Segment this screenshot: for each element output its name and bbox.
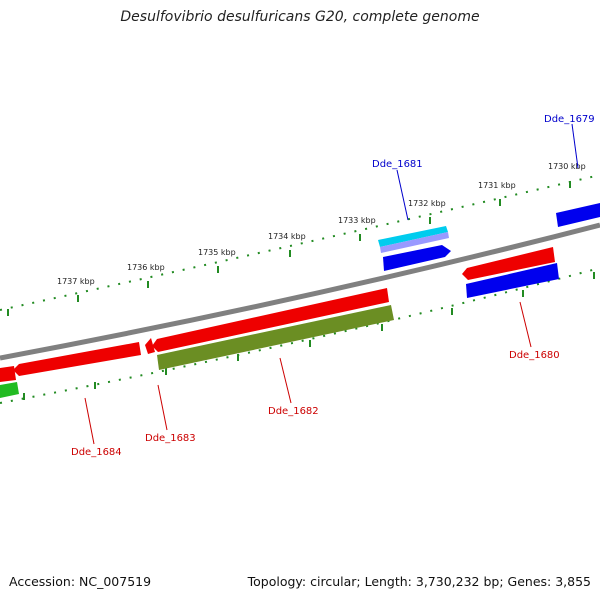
gene-feature-dde-1684[interactable]: [13, 342, 141, 376]
outer-scale-major-ticks: [7, 181, 571, 316]
gene-feature-dde-1682[interactable]: [157, 305, 394, 370]
scale-label-1733: 1733 kbp: [338, 216, 376, 225]
gene-label-dde-1684: Dde_1684: [71, 447, 122, 458]
gene-label-dde-1680: Dde_1680: [509, 350, 560, 361]
rna-feature-dde-1681[interactable]: [378, 226, 448, 247]
scale-label-1732: 1732 kbp: [408, 199, 446, 208]
label-leaders: [84, 123, 579, 445]
scale-labels: 1737 kbp 1736 kbp 1735 kbp 1734 kbp 1733…: [57, 162, 586, 286]
gene-label-dde-1681: Dde_1681: [372, 159, 423, 170]
scale-label-1735: 1735 kbp: [198, 248, 236, 257]
map-title: Desulfovibrio desulfuricans G20, complet…: [120, 9, 480, 25]
gene-feature-dde-1681-forward[interactable]: [383, 245, 451, 271]
gene-label-dde-1679: Dde_1679: [544, 114, 595, 125]
gene-label-dde-1682: Dde_1682: [268, 406, 319, 417]
gene-feature-dde-1679[interactable]: [556, 203, 600, 227]
gene-feature-dde-1680[interactable]: [466, 263, 559, 298]
scale-label-1737: 1737 kbp: [57, 277, 95, 286]
accession-text: Accession: NC_007519: [9, 574, 152, 589]
gene-feature-left-red[interactable]: [0, 366, 16, 382]
gene-feature-left-green[interactable]: [0, 382, 19, 398]
scale-label-1736: 1736 kbp: [127, 263, 165, 272]
gene-feature-dde-1682-top[interactable]: [152, 288, 389, 352]
scale-label-1731: 1731 kbp: [478, 181, 516, 190]
inner-scale-major-ticks: [23, 272, 595, 400]
genome-backbone: [0, 222, 600, 361]
scale-label-1734: 1734 kbp: [268, 232, 306, 241]
gene-feature-dde-1683[interactable]: [145, 338, 155, 354]
gene-label-dde-1683: Dde_1683: [145, 433, 196, 444]
gene-feature-dde-1680-top[interactable]: [462, 247, 555, 280]
rna-feature-dde-1681-shadow: [380, 232, 449, 253]
scale-label-1730: 1730 kbp: [548, 162, 586, 171]
gene-labels: Dde_1679 Dde_1681 Dde_1680 Dde_1682 Dde_…: [71, 114, 595, 458]
outer-scale-ruler: [0, 174, 600, 311]
genome-summary-text: Topology: circular; Length: 3,730,232 bp…: [247, 574, 591, 589]
